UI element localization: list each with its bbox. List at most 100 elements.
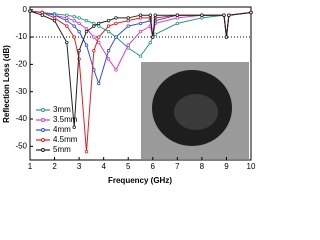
point [126, 24, 130, 28]
x-tick-label: 2 [52, 162, 57, 171]
point [126, 43, 130, 47]
point [114, 16, 118, 20]
legend-label: 4mm [53, 125, 71, 134]
point [114, 68, 118, 72]
point [148, 13, 153, 17]
page: Frequency (GHz) Reflection Loss (dB) 1 2 3… [2, 4, 256, 186]
x-tick-label: 5 [126, 162, 131, 171]
point [97, 21, 101, 26]
y-tick-label: -50 [15, 141, 27, 150]
point [65, 18, 69, 23]
point [92, 35, 96, 39]
x-tick-label: 8 [200, 162, 205, 171]
point [175, 13, 180, 17]
point [175, 21, 180, 26]
point [249, 10, 253, 15]
point [72, 24, 76, 28]
point [106, 57, 111, 61]
legend-label: 4.5mm [53, 135, 78, 144]
point [92, 21, 96, 26]
inset-core [174, 94, 218, 130]
point [84, 27, 89, 31]
point [227, 13, 231, 17]
point [97, 40, 101, 45]
point [72, 35, 76, 39]
y-tick-label: -20 [15, 59, 27, 68]
series-line [29, 10, 252, 71]
point [153, 13, 157, 17]
legend-label: 3.5mm [53, 115, 78, 124]
point [40, 10, 44, 15]
point [92, 24, 96, 28]
point [97, 35, 101, 39]
point [72, 125, 76, 129]
y-tick-label: 0 [23, 5, 28, 14]
point [65, 40, 69, 45]
legend-marker [41, 108, 45, 112]
x-tick-label: 1 [28, 162, 33, 171]
legend-marker [41, 138, 45, 142]
point [52, 16, 57, 20]
point [77, 49, 81, 53]
x-tick-label: 3 [77, 162, 82, 171]
point [97, 24, 101, 28]
point [222, 13, 226, 17]
point [153, 32, 157, 37]
chart: Frequency (GHz) Reflection Loss (dB) 1 2 3… [2, 5, 256, 185]
y-tick-label: -10 [15, 32, 27, 41]
point [65, 16, 69, 20]
point [52, 13, 57, 17]
point [175, 16, 180, 20]
point [52, 18, 57, 23]
point [106, 18, 111, 23]
x-tick-label: 9 [224, 162, 229, 171]
point [151, 35, 155, 39]
legend-label: 3mm [53, 105, 71, 114]
x-tick-label: 4 [101, 162, 106, 171]
point [138, 29, 143, 34]
point [72, 18, 76, 23]
inset-image [141, 62, 249, 159]
x-tick-label: 10 [247, 162, 256, 171]
legend-label: 5mm [53, 145, 71, 154]
point [138, 54, 143, 58]
point [138, 21, 143, 26]
point [126, 18, 130, 23]
x-tick-label: 7 [175, 162, 180, 171]
x-tick-label: 6 [151, 162, 156, 171]
point [84, 150, 89, 154]
point [106, 24, 111, 28]
point [40, 13, 44, 17]
x-axis-title: Frequency (GHz) [108, 176, 172, 185]
point [77, 21, 81, 26]
legend-marker [41, 128, 45, 132]
plot-frame [29, 6, 252, 161]
point [200, 16, 204, 20]
point [200, 13, 204, 17]
point [114, 35, 118, 39]
series-line [29, 10, 252, 57]
point [224, 35, 229, 39]
y-tick-label: -40 [15, 114, 27, 123]
point [138, 13, 143, 17]
point [138, 16, 143, 20]
point [126, 16, 130, 20]
point [84, 18, 89, 23]
point [106, 49, 111, 53]
point [84, 29, 89, 34]
point [84, 43, 89, 47]
point [28, 9, 32, 13]
legend-marker [41, 148, 45, 152]
point [106, 29, 111, 34]
y-axis-title: Reflection Loss (dB) [2, 45, 11, 123]
point [77, 16, 81, 20]
point [65, 24, 69, 28]
point [65, 13, 69, 17]
point [72, 14, 76, 19]
point [148, 40, 153, 45]
series-line [29, 10, 252, 128]
point [92, 49, 96, 53]
point [114, 21, 118, 26]
point [97, 81, 101, 86]
